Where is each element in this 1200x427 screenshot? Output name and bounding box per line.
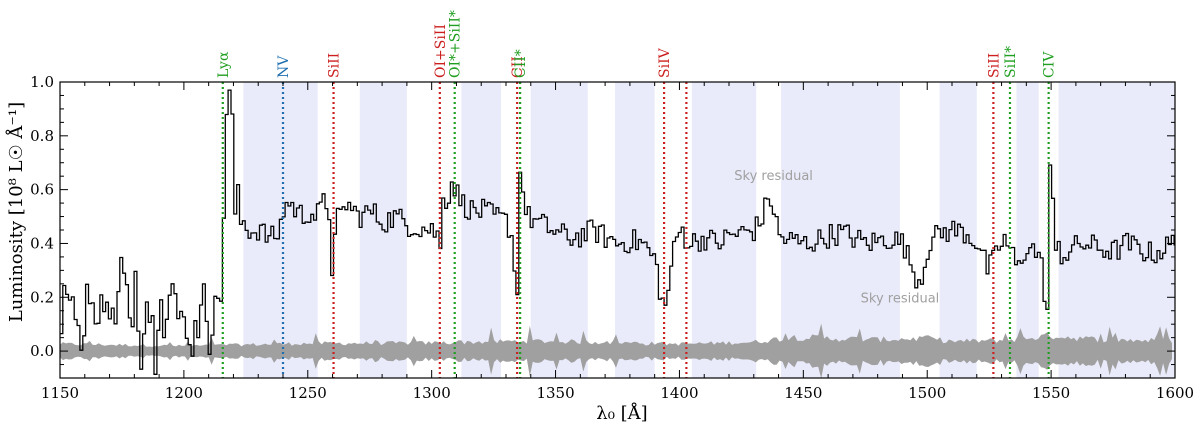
x-tick-label: 1150 (41, 384, 79, 402)
y-tick-label: 0.0 (30, 342, 54, 360)
shaded-region (461, 82, 502, 378)
y-tick-label: 0.8 (30, 127, 54, 145)
annotations: Sky residual Sky residual (734, 169, 939, 306)
y-tick-label: 0.6 (30, 181, 54, 199)
x-tick-label: 1200 (165, 384, 203, 402)
line-label: Lyα (216, 51, 232, 78)
line-label: CII (510, 56, 526, 78)
x-tick-label: 1350 (536, 384, 574, 402)
x-tick-label: 1500 (908, 384, 946, 402)
line-label: SiII* (1003, 46, 1019, 78)
x-tick-label: 1300 (413, 384, 451, 402)
x-tick-label: 1400 (660, 384, 698, 402)
x-tick-label: 1450 (784, 384, 822, 402)
x-axis-title: λ₀ [Å] (596, 402, 647, 424)
flux-spectrum (60, 89, 1175, 375)
line-label: SiIV (657, 47, 673, 78)
tick-labels: 1150 1200 1250 1300 1350 1400 1450 1500 1550 1600… (30, 73, 1194, 402)
shaded-region (1016, 82, 1039, 378)
axes (59, 81, 1176, 379)
line-label: OI+SiII (433, 24, 449, 78)
shaded-region (1058, 82, 1175, 378)
annotation-label: Sky residual (734, 169, 813, 184)
line-label: OI*+SiII* (448, 10, 464, 78)
shaded-region (243, 82, 318, 378)
line-label: CIV (1042, 51, 1058, 78)
flux-line (60, 89, 1175, 375)
x-tick-label: 1550 (1032, 384, 1070, 402)
y-tick-label: 0.4 (30, 234, 54, 252)
y-tick-label: 1.0 (30, 73, 54, 91)
error-spectrum (60, 323, 1172, 378)
line-label: NV (276, 55, 292, 78)
error-band (60, 323, 1172, 378)
line-label: SiII (327, 53, 343, 78)
line-label: CII* (513, 49, 529, 78)
annotation-label: Sky residual (861, 292, 940, 307)
x-tick-label: 1600 (1156, 384, 1194, 402)
y-tick-label: 0.2 (30, 288, 54, 306)
x-tick-label: 1250 (289, 384, 327, 402)
line-label: SiII (986, 53, 1002, 78)
y-axis-title: Luminosity [10⁸ L☉ Å⁻¹] (5, 102, 27, 322)
